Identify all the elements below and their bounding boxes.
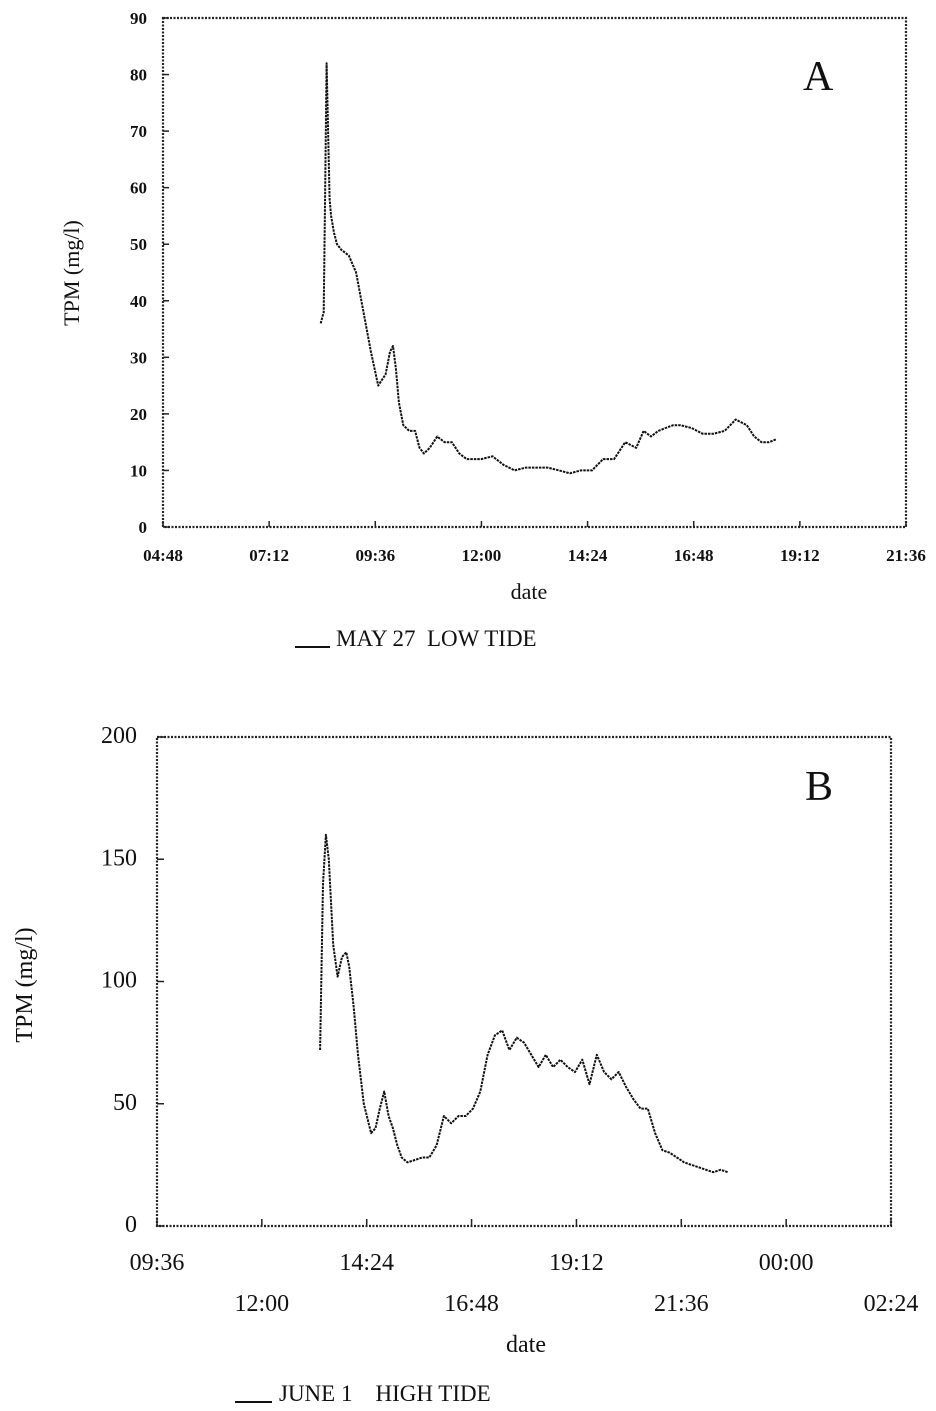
chart-a-x-tick-label: 21:36 <box>886 546 926 565</box>
chart-a-y-tick-label: 80 <box>130 66 147 85</box>
chart-b-y-tick-label: 0 <box>125 1212 137 1238</box>
chart-a-y-tick-label: 20 <box>130 405 147 424</box>
chart-b-y-tick-label: 200 <box>101 723 137 749</box>
chart-b-y-tick-label: 150 <box>101 845 137 871</box>
chart-a-y-tick-label: 40 <box>130 292 147 311</box>
chart-b-x-tick-label: 21:36 <box>654 1291 709 1317</box>
chart-b-x-tick-label: 12:00 <box>235 1291 290 1317</box>
chart-a-legend-label: MAY 27 LOW TIDE <box>336 626 537 651</box>
chart-a-x-ticks: 04:48 07:12 09:36 12:00 14:24 16:48 19:12 21:36 <box>143 521 926 565</box>
chart-b-x-ticks: 09:36 12:00 14:24 16:48 19:12 21:36 00:00 02:24 <box>130 1219 919 1317</box>
chart-b-x-axis-label: date <box>506 1332 546 1358</box>
chart-a-x-axis-label: date <box>511 579 548 604</box>
chart-a: 04:48 07:12 09:36 12:00 14:24 16:48 19:12 21:36… <box>59 9 926 651</box>
chart-b-y-axis-label: TPM (mg/l) <box>12 927 38 1042</box>
chart-a-x-tick-label: 09:36 <box>355 546 395 565</box>
chart-a-y-ticks: 0 10 20 30 40 50 60 70 80 90 <box>130 9 169 537</box>
chart-b-plot-frame <box>155 735 893 1228</box>
chart-b: 09:36 12:00 14:24 16:48 19:12 21:36 00:00 02:24… <box>12 723 918 1406</box>
chart-a-x-tick-label: 12:00 <box>462 546 502 565</box>
chart-a-plot-frame <box>161 16 908 529</box>
chart-a-y-tick-label: 70 <box>130 122 147 141</box>
chart-b-y-tick-label: 50 <box>113 1090 137 1116</box>
chart-a-panel-label: A <box>803 54 834 100</box>
chart-a-x-tick-label: 14:24 <box>568 546 608 565</box>
chart-a-y-tick-label: 90 <box>130 9 147 28</box>
chart-b-y-tick-label: 100 <box>101 968 137 994</box>
chart-a-y-tick-label: 60 <box>130 179 147 198</box>
chart-a-series-line <box>319 62 777 475</box>
chart-b-x-tick-label: 19:12 <box>549 1250 604 1276</box>
chart-a-y-axis-label: TPM (mg/l) <box>59 220 84 326</box>
chart-a-x-tick-label: 19:12 <box>780 546 820 565</box>
chart-a-x-tick-label: 07:12 <box>249 546 289 565</box>
chart-a-y-tick-label: 10 <box>130 461 147 480</box>
chart-b-x-tick-label: 16:48 <box>444 1291 499 1317</box>
chart-b-series-line <box>319 833 729 1174</box>
chart-a-x-tick-label: 04:48 <box>143 546 183 565</box>
chart-b-x-tick-label: 14:24 <box>339 1250 394 1276</box>
chart-b-legend-label: JUNE 1 HIGH TIDE <box>279 1381 491 1406</box>
chart-b-x-tick-label: 09:36 <box>130 1250 185 1276</box>
chart-a-x-tick-label: 16:48 <box>674 546 714 565</box>
chart-b-y-ticks: 0 50 100 150 200 <box>101 723 164 1238</box>
chart-a-y-tick-label: 30 <box>130 348 147 367</box>
chart-b-panel-label: B <box>805 764 833 810</box>
chart-b-x-tick-label: 00:00 <box>759 1250 814 1276</box>
chart-a-y-tick-label: 0 <box>139 518 148 537</box>
chart-b-x-tick-label: 02:24 <box>864 1291 919 1317</box>
chart-a-y-tick-label: 50 <box>130 235 147 254</box>
